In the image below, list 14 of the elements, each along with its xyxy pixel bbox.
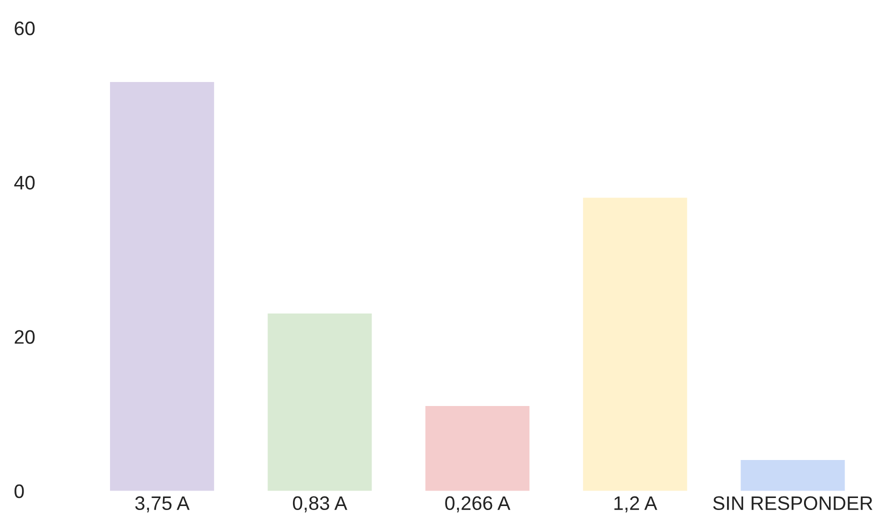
x-tick-label: 1,2 A	[614, 496, 658, 512]
x-tick-label: 0,266 A	[445, 496, 510, 512]
y-tick-label: 60	[14, 22, 35, 36]
bar	[110, 82, 214, 491]
y-tick-label: 0	[14, 484, 24, 498]
y-tick-label: 20	[14, 330, 35, 344]
x-tick-label: 3,75 A	[135, 496, 190, 512]
bar	[583, 198, 688, 491]
x-tick-label: 0,83 A	[292, 496, 348, 512]
bar	[740, 460, 845, 491]
x-tick-label: SIN RESPONDER	[713, 496, 872, 510]
y-tick-label: 40	[14, 176, 35, 190]
bar	[268, 313, 372, 491]
bar	[425, 406, 530, 491]
